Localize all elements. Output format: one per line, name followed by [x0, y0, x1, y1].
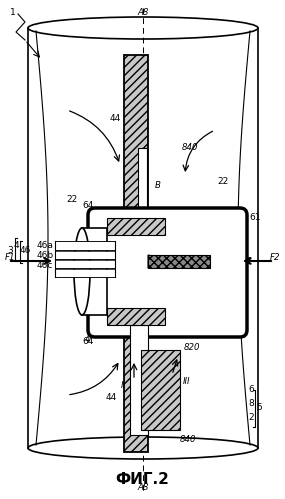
- Text: III: III: [121, 381, 128, 390]
- Text: -V6-: -V6-: [183, 295, 201, 304]
- Text: 820: 820: [184, 343, 200, 352]
- Bar: [55, 260, 115, 268]
- Text: 1: 1: [10, 7, 16, 16]
- Bar: [138, 148, 147, 220]
- Bar: [82, 228, 107, 315]
- Text: 42: 42: [82, 300, 93, 309]
- Text: 2: 2: [248, 414, 254, 423]
- Text: F1: F1: [5, 253, 15, 262]
- Ellipse shape: [74, 228, 90, 315]
- Text: 3: 3: [7, 246, 13, 254]
- Text: 46b: 46b: [37, 250, 54, 259]
- Text: A: A: [131, 161, 137, 170]
- Text: 22: 22: [217, 178, 229, 187]
- Bar: [107, 308, 165, 325]
- Text: 64: 64: [82, 337, 94, 346]
- Polygon shape: [148, 255, 178, 268]
- Text: 8: 8: [248, 399, 254, 408]
- Text: 840: 840: [182, 144, 198, 153]
- Text: 64: 64: [82, 201, 94, 210]
- Text: B: B: [155, 414, 161, 423]
- Text: 46c: 46c: [37, 260, 53, 269]
- Text: 44: 44: [109, 113, 121, 122]
- Text: ФИГ.2: ФИГ.2: [115, 473, 170, 488]
- FancyBboxPatch shape: [88, 208, 247, 337]
- Text: 46: 46: [20, 246, 31, 254]
- Bar: [28, 28, 258, 448]
- Ellipse shape: [28, 437, 258, 459]
- Text: F2: F2: [270, 253, 280, 262]
- Bar: [141, 350, 180, 430]
- Text: 6: 6: [248, 386, 254, 395]
- Bar: [55, 241, 115, 250]
- Bar: [148, 255, 210, 268]
- Text: 4: 4: [84, 335, 90, 344]
- Text: 4: 4: [14, 241, 20, 250]
- Text: A8: A8: [137, 484, 149, 493]
- Bar: [55, 251, 115, 259]
- Text: A: A: [131, 424, 137, 433]
- Text: 5: 5: [256, 404, 262, 413]
- Text: 62: 62: [189, 239, 201, 248]
- Text: X1: X1: [241, 256, 253, 265]
- Text: III: III: [183, 378, 190, 387]
- Text: 63: 63: [81, 273, 93, 282]
- Bar: [130, 325, 148, 435]
- Text: 840: 840: [180, 436, 196, 445]
- Text: 820: 820: [180, 211, 196, 220]
- Text: B: B: [155, 181, 161, 190]
- Bar: [55, 269, 115, 277]
- Ellipse shape: [28, 17, 258, 39]
- Text: 46a: 46a: [37, 241, 54, 250]
- Text: A8: A8: [137, 7, 149, 16]
- Text: 61: 61: [249, 214, 261, 223]
- Bar: [107, 218, 165, 235]
- Text: 22: 22: [66, 196, 78, 205]
- Text: 44: 44: [105, 394, 117, 403]
- Bar: [124, 55, 148, 452]
